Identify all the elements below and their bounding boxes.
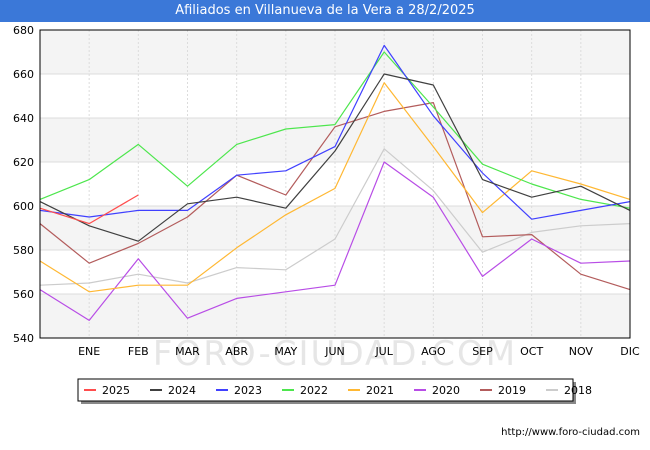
series-line-2019 bbox=[39, 101, 631, 291]
legend-label-2023: 2023 bbox=[234, 384, 262, 397]
y-tick-label: 660 bbox=[13, 68, 34, 81]
x-tick-label: OCT bbox=[520, 345, 543, 358]
source-url[interactable]: http://www.foro-ciudad.com bbox=[501, 427, 640, 438]
x-tick-label: NOV bbox=[569, 345, 594, 358]
series-line-2023 bbox=[39, 44, 631, 220]
x-tick-label: ENE bbox=[78, 345, 100, 358]
x-tick-label: MAR bbox=[175, 345, 200, 358]
legend-box bbox=[77, 378, 574, 402]
y-tick-label: 680 bbox=[13, 24, 34, 37]
x-tick-label: AGO bbox=[421, 345, 446, 358]
legend-label-2018: 2018 bbox=[564, 384, 592, 397]
x-tick-label: DIC bbox=[620, 345, 640, 358]
x-tick-label: JUL bbox=[374, 345, 393, 358]
x-tick-label: JUN bbox=[324, 345, 345, 358]
legend-label-2025: 2025 bbox=[102, 384, 130, 397]
y-tick-label: 640 bbox=[13, 112, 34, 125]
legend: 2025 2024 2023 2022 2021 2020 2019 2018 bbox=[77, 378, 592, 404]
legend-label-2020: 2020 bbox=[432, 384, 460, 397]
x-tick-label: MAY bbox=[274, 345, 297, 358]
legend-label-2024: 2024 bbox=[168, 384, 196, 397]
y-tick-label: 560 bbox=[13, 288, 34, 301]
series-layer bbox=[39, 44, 631, 321]
series-line-2020 bbox=[39, 161, 631, 321]
series-line-2025 bbox=[39, 194, 139, 225]
series-line-2022 bbox=[39, 51, 631, 209]
series-line-2018 bbox=[39, 148, 631, 286]
series-line-2021 bbox=[39, 82, 631, 293]
legend-label-2019: 2019 bbox=[498, 384, 526, 397]
x-tick-label: ABR bbox=[225, 345, 248, 358]
chart-title: Afiliados en Villanueva de la Vera a 28/… bbox=[0, 0, 650, 22]
watermark: FORO-CIUDAD.COM bbox=[153, 334, 517, 374]
legend-label-2022: 2022 bbox=[300, 384, 328, 397]
y-tick-label: 620 bbox=[13, 156, 34, 169]
y-tick-label: 540 bbox=[13, 332, 34, 345]
x-tick-label: SEP bbox=[472, 345, 493, 358]
x-tick-label: FEB bbox=[128, 345, 149, 358]
y-tick-label: 600 bbox=[13, 200, 34, 213]
plot-frame bbox=[39, 29, 631, 339]
series-line-2024 bbox=[39, 73, 631, 242]
y-tick-label: 580 bbox=[13, 244, 34, 257]
axes: 540 560 580 600 620 640 660 680 ENE FEB MAR ABR MAY J… bbox=[13, 24, 640, 358]
legend-label-2021: 2021 bbox=[366, 384, 394, 397]
